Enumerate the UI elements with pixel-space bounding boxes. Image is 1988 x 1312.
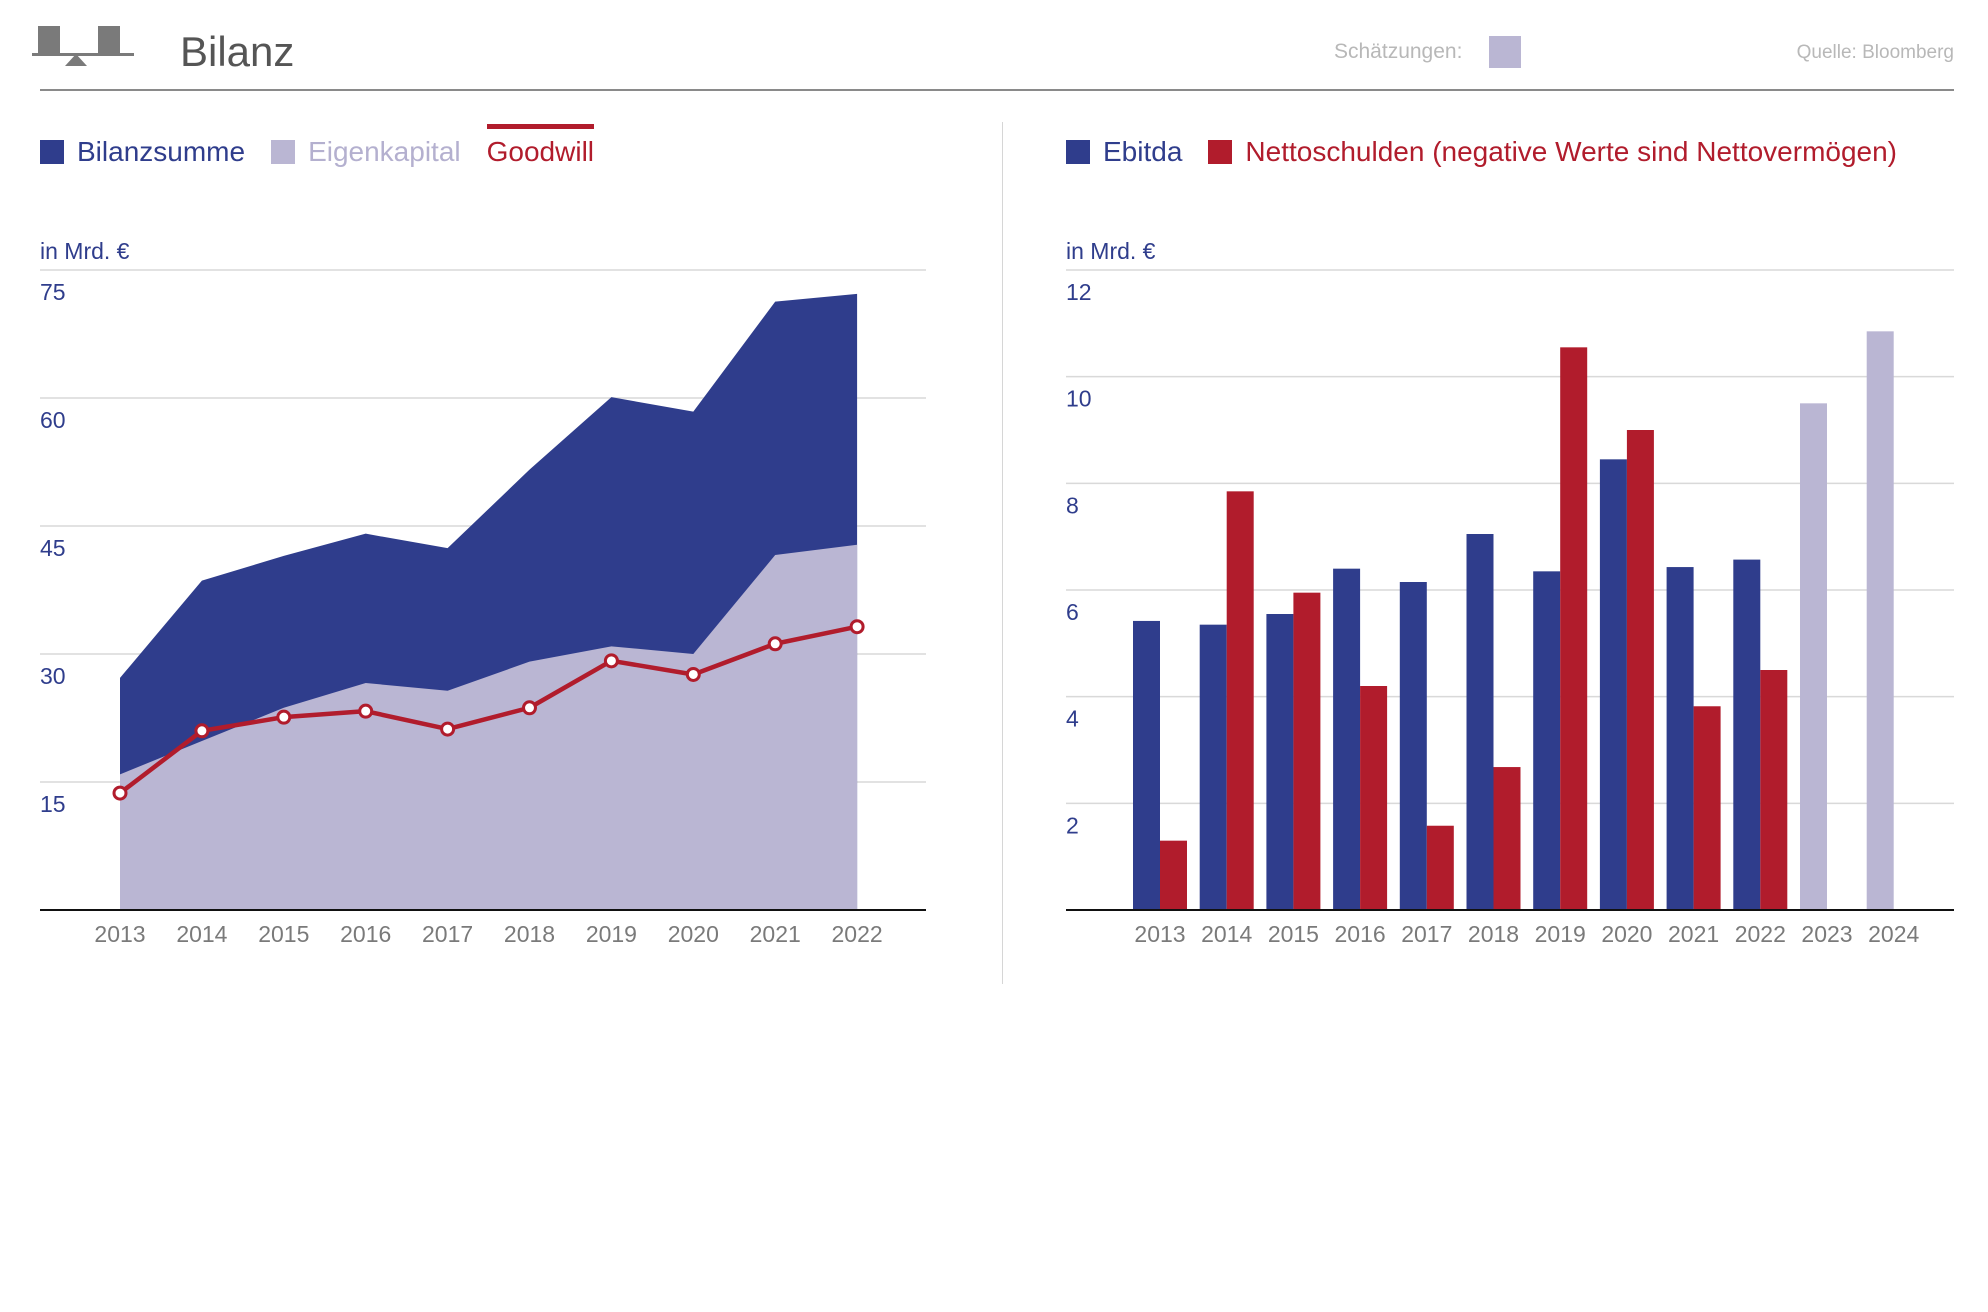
header-divider: [40, 89, 1954, 91]
x-tick-label: 2022: [1735, 921, 1786, 947]
legend-left: Bilanzsumme Eigenkapital Goodwill: [40, 124, 620, 172]
y-tick-label: 75: [40, 279, 66, 305]
goodwill-point: [194, 723, 210, 739]
ebitda-bar: [1733, 559, 1761, 910]
nettoschulden-bar: [1560, 347, 1588, 910]
x-tick-label: 2022: [832, 921, 883, 947]
goodwill-point: [849, 619, 865, 635]
y-tick-label: 8: [1066, 492, 1079, 518]
x-tick-label: 2013: [94, 921, 145, 947]
legend-label: Bilanzsumme: [77, 136, 246, 167]
estimates-label: Schätzungen:: [1334, 40, 1463, 63]
goodwill-point: [112, 785, 128, 801]
nettoschulden-bar: [1693, 706, 1721, 910]
y-tick-label: 4: [1066, 706, 1079, 732]
right-legend-item: Ebitda: [1066, 136, 1182, 168]
goodwill-point: [522, 700, 537, 716]
goodwill-line: [118, 624, 858, 795]
nettoschulden-bar: [1760, 670, 1788, 910]
legend-swatch: [271, 140, 296, 164]
ebitda-estimate-bar: [1866, 331, 1894, 910]
right-unit-label: in Mrd. €: [1066, 238, 1156, 264]
ebitda-bar: [1399, 582, 1427, 910]
goodwill-point: [276, 709, 292, 725]
x-tick-label: 2021: [750, 921, 801, 947]
legend-label: Ebitda: [1103, 136, 1183, 167]
x-tick-label: 2020: [668, 921, 719, 947]
ebitda-bar: [1199, 624, 1227, 910]
nettoschulden-bar: [1160, 840, 1187, 910]
left-unit-label: in Mrd. €: [40, 238, 130, 264]
page-title: Bilanz: [180, 28, 295, 75]
x-tick-label: 2021: [1668, 921, 1719, 947]
balance-area-chart: 15 30 45 60 75 2013 2014 2015 2016 2017 2018 2019 20…: [40, 269, 926, 947]
source-label: Quelle: Bloomberg: [1796, 42, 1954, 63]
legend-swatch: [1066, 140, 1090, 164]
estimates-swatch: [1489, 36, 1521, 68]
header: Bilanz Schätzungen: Quelle: Bloomberg: [0, 0, 1988, 100]
y-tick-label: 12: [1066, 279, 1092, 305]
y-tick-label: 6: [1066, 599, 1079, 625]
goodwill-point: [358, 703, 374, 719]
x-tick-label: 2015: [1268, 921, 1319, 947]
ebitda-bar: [1266, 614, 1294, 910]
x-tick-label: 2018: [504, 921, 555, 947]
ebitda-bar: [1466, 534, 1494, 910]
ebitda-bar: [1333, 568, 1361, 910]
legend-right: Ebitda Nettoschulden (negative Werte sind…: [1066, 132, 1923, 172]
x-tick-label: 2014: [1201, 921, 1252, 947]
ebitda-bar-chart: 2 4 6 8 10 12 2013 2014 2015 2016 2017 2018 2019 2020…: [1066, 269, 1954, 947]
x-tick-label: 2017: [1401, 921, 1452, 947]
y-tick-label: 30: [40, 663, 66, 689]
balance-scale-icon: [32, 26, 134, 66]
legend-label: Goodwill: [486, 136, 595, 167]
x-tick-label: 2019: [1535, 921, 1586, 947]
nettoschulden-bar: [1493, 767, 1521, 910]
y-tick-label: 45: [40, 535, 66, 561]
goodwill-point: [767, 636, 783, 652]
x-tick-label: 2019: [586, 921, 637, 947]
left-legend-item: Goodwill: [486, 124, 595, 168]
goodwill-point: [685, 666, 701, 682]
x-tick-label: 2016: [340, 921, 391, 947]
x-tick-label: 2017: [422, 921, 473, 947]
nettoschulden-bar: [1226, 491, 1254, 910]
chart-divider: [1002, 122, 1003, 984]
x-tick-label: 2015: [258, 921, 309, 947]
eigenkapital-area: [120, 544, 858, 910]
ebitda-bar: [1666, 567, 1694, 910]
goodwill-point: [603, 653, 619, 669]
y-tick-label: 15: [40, 791, 66, 817]
nettoschulden-bar: [1360, 686, 1388, 910]
nettoschulden-bar: [1626, 430, 1654, 910]
legend-label: Eigenkapital: [308, 136, 461, 167]
left-legend-item: Bilanzsumme: [40, 136, 245, 168]
legend-swatch: [1208, 140, 1233, 164]
legend-label: Nettoschulden (negative Werte sind Netto…: [1245, 136, 1898, 167]
y-tick-label: 10: [1066, 386, 1092, 412]
ebitda-bar: [1133, 620, 1160, 910]
nettoschulden-bar: [1293, 592, 1321, 910]
nettoschulden-bar: [1426, 825, 1454, 910]
x-tick-label: 2020: [1601, 921, 1652, 947]
y-tick-label: 2: [1066, 812, 1079, 838]
x-tick-label: 2023: [1801, 921, 1852, 947]
ebitda-bar: [1533, 571, 1561, 910]
x-tick-label: 2014: [176, 921, 227, 947]
left-legend-item: Eigenkapital: [271, 136, 461, 168]
legend-swatch: [40, 140, 64, 164]
x-tick-label: 2016: [1335, 921, 1386, 947]
goodwill-point: [440, 721, 456, 737]
x-tick-label: 2018: [1468, 921, 1519, 947]
x-tick-label: 2013: [1134, 921, 1185, 947]
right-legend-item: Nettoschulden (negative Werte sind Netto…: [1208, 136, 1897, 168]
ebitda-bar: [1599, 459, 1627, 910]
legend-line-marker: [486, 124, 595, 129]
ebitda-estimate-bar: [1800, 403, 1827, 910]
x-tick-label: 2024: [1868, 921, 1919, 947]
y-tick-label: 60: [40, 407, 66, 433]
